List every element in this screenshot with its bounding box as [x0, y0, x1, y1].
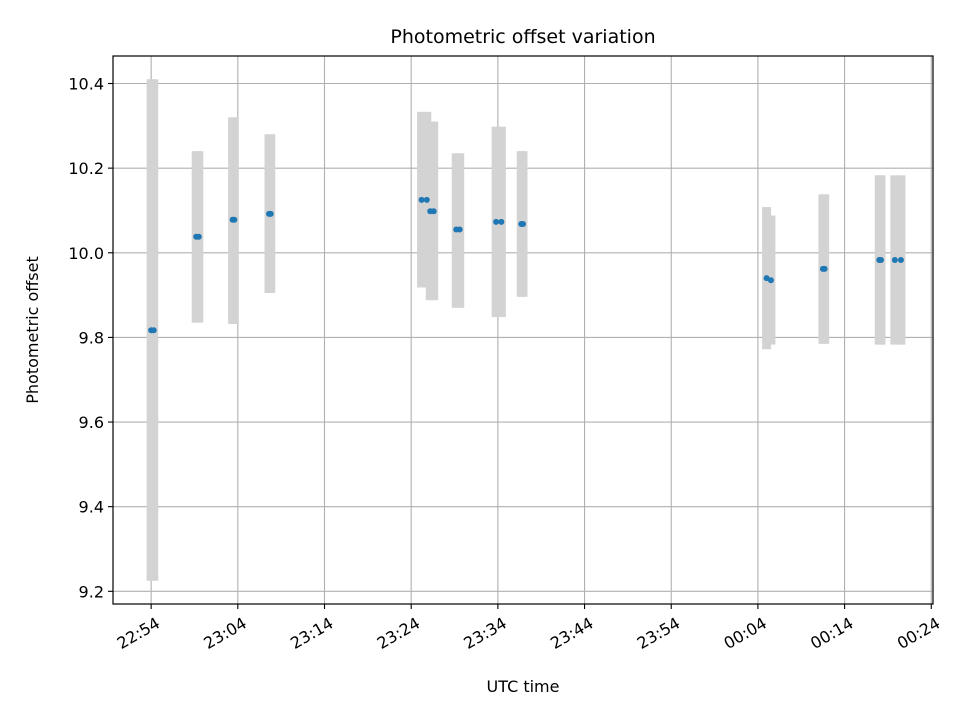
- data-point: [493, 218, 500, 225]
- data-point: [877, 256, 884, 263]
- y-tick-label: 9.4: [79, 498, 104, 517]
- data-point: [267, 210, 274, 217]
- y-tick-label: 10.2: [68, 159, 104, 178]
- data-point: [423, 196, 430, 203]
- plot-frame: [112, 55, 934, 605]
- chart-title: Photometric offset variation: [390, 26, 655, 48]
- data-point: [150, 327, 157, 334]
- data-point: [891, 256, 898, 263]
- data-point: [498, 218, 505, 225]
- grid: [113, 56, 933, 604]
- y-tick-label: 9.2: [79, 582, 104, 601]
- data-point: [897, 256, 904, 263]
- y-tick-label: 10.4: [68, 75, 104, 94]
- data-point: [430, 208, 437, 215]
- data-point: [418, 196, 425, 203]
- y-tick-label: 9.6: [79, 413, 104, 432]
- data-point: [520, 220, 526, 227]
- data-point: [195, 233, 202, 240]
- x-axis-label: UTC time: [487, 677, 560, 696]
- data-points: [148, 196, 904, 334]
- y-axis-label: Photometric offset: [23, 256, 42, 404]
- data-point: [231, 216, 238, 223]
- y-tick-label: 10.0: [68, 244, 104, 263]
- data-point: [821, 265, 828, 272]
- data-point: [767, 277, 774, 284]
- data-point: [456, 226, 463, 233]
- y-axis-ticks: 9.2 9.4 9.6 9.8 10.0 10.2 10.4: [68, 75, 113, 601]
- y-tick-label: 9.8: [79, 328, 104, 347]
